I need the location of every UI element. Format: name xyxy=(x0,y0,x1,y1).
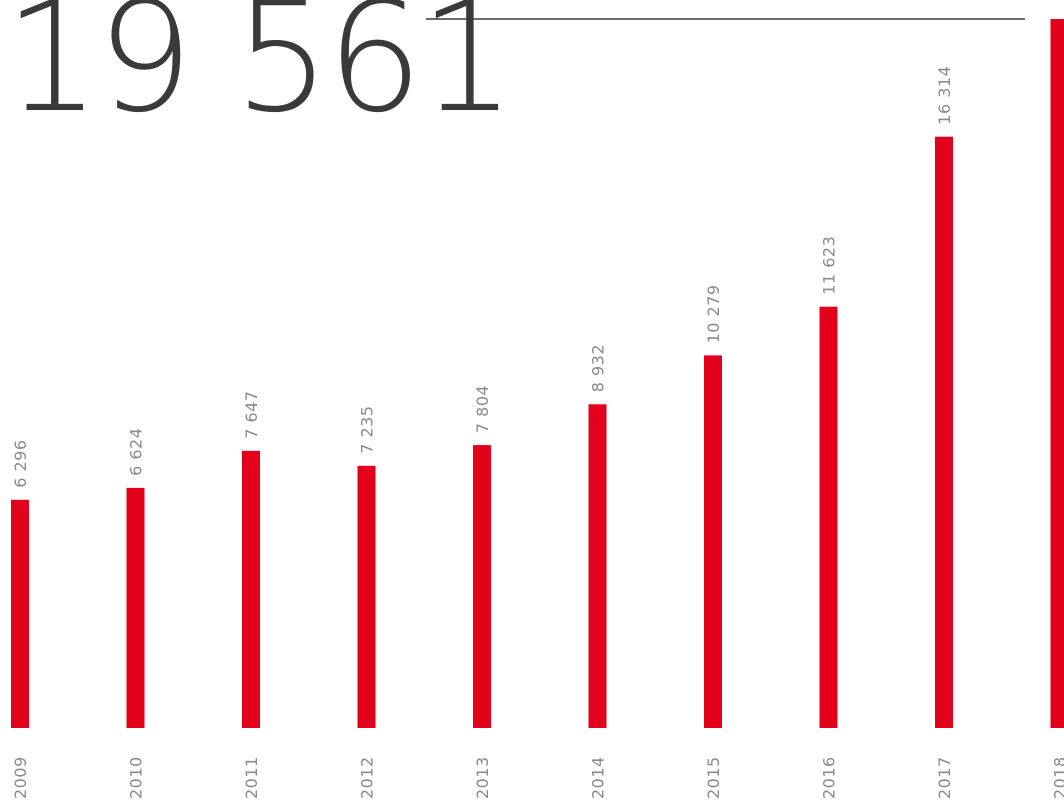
bar-2009 xyxy=(11,499,29,728)
year-label-2018: 2018 xyxy=(1051,756,1064,799)
year-label-2016: 2016 xyxy=(820,756,839,799)
year-label-2011: 2011 xyxy=(242,756,261,799)
headline-value: 19 561 xyxy=(4,0,516,146)
value-label-2016: 11 623 xyxy=(820,236,839,295)
year-label-2009: 2009 xyxy=(11,756,30,799)
value-label-2017: 16 314 xyxy=(935,66,954,125)
bar-2013 xyxy=(473,445,491,728)
bar-2018 xyxy=(1050,19,1064,728)
value-label-2012: 7 235 xyxy=(358,405,377,453)
value-label-2009: 6 296 xyxy=(11,439,30,487)
bar-2010 xyxy=(126,487,145,728)
year-labels-group: 2009 2010 2011 2012 2013 2014 2015 2016 2017 2018 xyxy=(11,756,1064,799)
bars-group xyxy=(11,19,1064,728)
value-label-2015: 10 279 xyxy=(704,284,723,343)
year-label-2014: 2014 xyxy=(589,756,608,799)
year-label-2017: 2017 xyxy=(935,756,954,799)
value-label-2014: 8 932 xyxy=(589,344,608,392)
bar-2014 xyxy=(588,404,607,728)
value-labels-group: 6 296 6 624 7 647 7 235 7 804 8 932 10 279 11 6… xyxy=(11,66,954,488)
bar-2015 xyxy=(704,355,722,728)
year-label-2013: 2013 xyxy=(473,756,492,799)
value-label-2011: 7 647 xyxy=(242,390,261,438)
year-label-2015: 2015 xyxy=(704,756,723,799)
year-label-2012: 2012 xyxy=(358,756,377,799)
value-label-2010: 6 624 xyxy=(127,428,146,476)
bar-2017 xyxy=(935,136,953,728)
value-label-2013: 7 804 xyxy=(473,385,492,433)
year-label-2010: 2010 xyxy=(127,756,146,799)
bar-2012 xyxy=(357,465,376,728)
bar-2016 xyxy=(819,306,838,728)
bar-2011 xyxy=(242,450,260,728)
